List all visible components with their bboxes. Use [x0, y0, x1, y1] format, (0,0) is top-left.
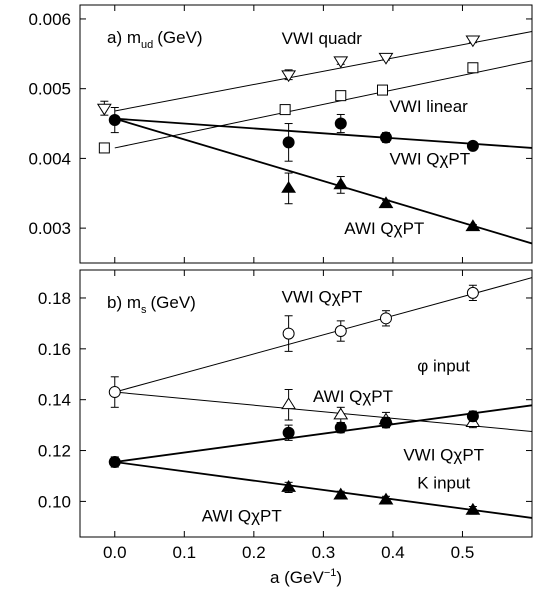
- y-tick-label-b: 0.16: [38, 340, 71, 359]
- x-tick-label: 0.4: [381, 543, 405, 562]
- data-point: [96, 103, 112, 116]
- data-point: [465, 502, 481, 515]
- data-point: [379, 416, 392, 429]
- data-point: [281, 180, 297, 193]
- data-point: [378, 52, 394, 65]
- data-point: [333, 487, 349, 500]
- fit-line: [114, 31, 532, 112]
- panel-title-a: a) mud (GeV): [107, 28, 203, 51]
- fit-line: [114, 391, 532, 432]
- panel-a: 0.003 0.004 0.005 0.006 a) mud (GeV) VWI quadr…: [28, 4, 533, 264]
- data-point: [334, 421, 347, 434]
- data-point: [466, 410, 479, 423]
- fit-lines-a: [114, 31, 532, 245]
- data-point: [465, 35, 481, 48]
- y-tick-label-b: 0.14: [38, 391, 71, 410]
- data-point: [98, 142, 110, 154]
- fit-line: [114, 60, 532, 149]
- y-tick-label-a: 0.006: [28, 10, 71, 29]
- x-tick-label: 0.3: [312, 543, 336, 562]
- fit-line: [114, 461, 532, 519]
- data-point: [378, 196, 394, 209]
- data-point: [279, 104, 291, 116]
- data-point: [333, 407, 349, 420]
- annotation-label: VWI QχPT: [389, 149, 470, 168]
- data-point: [108, 386, 121, 399]
- data-point: [466, 139, 479, 152]
- data-point: [333, 56, 349, 69]
- fit-line: [114, 404, 532, 463]
- annotation-label: VWI quadr: [282, 29, 363, 48]
- y-tick-label-a: 0.003: [28, 219, 71, 238]
- data-point: [334, 325, 347, 338]
- fit-line: [114, 277, 532, 393]
- panel-title-b: b) ms (GeV): [107, 293, 196, 316]
- fit-lines-b: [114, 277, 532, 519]
- data-point: [378, 492, 394, 505]
- data-point: [376, 84, 388, 96]
- data-point: [466, 286, 479, 299]
- panel-b: 0.10 0.12 0.14 0.16 0.18 0.0 0.1 0.2 0.3 0.4 0.5 b)…: [38, 269, 533, 587]
- y-tick-label-b: 0.18: [38, 289, 71, 308]
- data-point: [108, 114, 121, 127]
- annotation-label: VWI linear: [389, 97, 468, 116]
- data-point: [281, 397, 297, 410]
- annotation-label: AWI QχPT: [202, 506, 282, 525]
- y-tick-label-b: 0.10: [38, 492, 71, 511]
- x-tick-label: 0.1: [172, 543, 196, 562]
- data-point: [282, 327, 295, 340]
- y-tick-label-a: 0.005: [28, 80, 71, 99]
- data-point: [467, 62, 479, 74]
- annotation-label: VWI QχPT: [403, 445, 484, 464]
- x-tick-label: 0.0: [103, 543, 127, 562]
- data-point: [108, 455, 121, 468]
- data-point: [379, 312, 392, 325]
- data-point: [282, 426, 295, 439]
- data-point: [465, 219, 481, 232]
- annotation-label: AWI QχPT: [344, 219, 424, 238]
- data-point: [281, 70, 297, 83]
- data-point: [335, 90, 347, 102]
- plot-frame-b: [79, 269, 533, 538]
- fit-line: [114, 117, 532, 149]
- data-point: [334, 117, 347, 130]
- annotation-label: φ input: [417, 356, 470, 375]
- y-tick-label-a: 0.004: [28, 149, 71, 168]
- data-point: [379, 131, 392, 144]
- data-point: [281, 479, 297, 492]
- data-point: [282, 136, 295, 149]
- annotation-label: AWI QχPT: [313, 387, 393, 406]
- fit-line: [114, 117, 532, 245]
- x-tick-label: 0.5: [451, 543, 475, 562]
- x-tick-label: 0.2: [242, 543, 266, 562]
- y-tick-label-b: 0.12: [38, 442, 71, 461]
- annotation-label: VWI QχPT: [282, 288, 363, 307]
- data-point: [333, 177, 349, 190]
- annotation-label: K input: [417, 473, 470, 492]
- plot-frame-a: [79, 4, 533, 264]
- x-axis-title: a (GeV−1): [270, 567, 342, 587]
